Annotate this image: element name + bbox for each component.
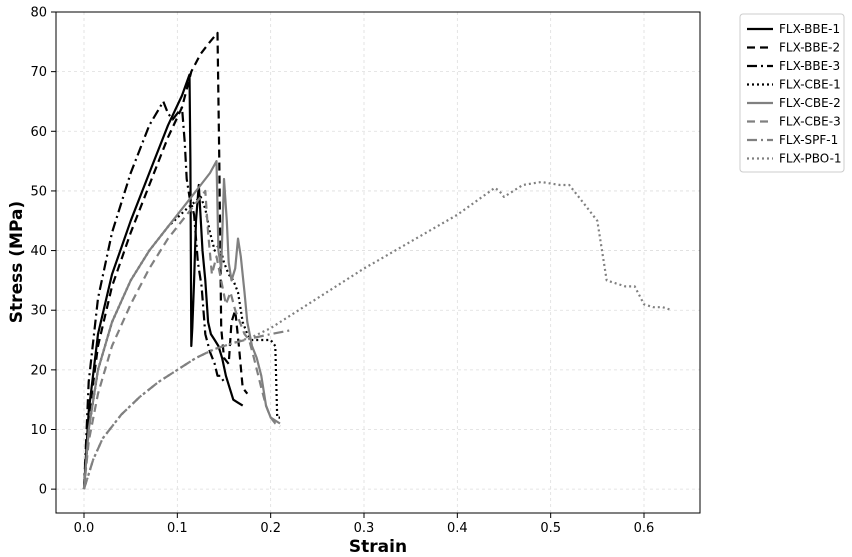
- y-tick-label: 30: [30, 304, 47, 319]
- y-axis-label: Stress (MPa): [7, 201, 27, 323]
- x-tick-label: 0.2: [260, 521, 281, 536]
- y-tick-label: 50: [30, 184, 47, 199]
- series-line-flx-cbe-3: [82, 189, 281, 490]
- y-tick-label: 40: [30, 244, 47, 259]
- legend-frame: [739, 13, 845, 173]
- x-tick-label: 0.0: [74, 521, 95, 536]
- legend-label-flx-bbe-1: FLX-BBE-1: [779, 22, 840, 36]
- series-layer: [82, 31, 673, 490]
- legend: FLX-BBE-1 FLX-BBE-2 FLX-BBE-3 FLX-CBE-1 FLX-…: [739, 13, 845, 173]
- x-tick-label: 0.4: [447, 521, 468, 536]
- series-line-flx-bbe-3: [82, 100, 225, 490]
- series-line-flx-bbe-2: [82, 31, 249, 490]
- legend-label-flx-bbe-2: FLX-BBE-2: [779, 41, 840, 55]
- y-tick-label: 70: [30, 65, 47, 80]
- y-tick-label: 0: [39, 483, 47, 498]
- legend-label-flx-cbe-3: FLX-CBE-3: [779, 115, 841, 129]
- plot-area-frame: [55, 11, 701, 514]
- series-line-flx-bbe-1: [82, 73, 244, 490]
- series-line-flx-cbe-2: [82, 160, 281, 490]
- legend-label-flx-cbe-1: FLX-CBE-1: [779, 78, 841, 92]
- y-tick-label: 60: [30, 125, 47, 140]
- x-tick-label: 0.6: [634, 521, 655, 536]
- legend-label-flx-bbe-3: FLX-BBE-3: [779, 59, 840, 73]
- x-tick-label: 0.1: [167, 521, 188, 536]
- y-tick-label: 10: [30, 423, 47, 438]
- x-tick-label: 0.5: [540, 521, 561, 536]
- legend-label-flx-cbe-2: FLX-CBE-2: [779, 96, 841, 110]
- series-line-flx-spf-1: [82, 329, 290, 490]
- ticks: 0.0 0.1 0.2 0.3 0.4 0.5 0.6 0 10 20 30 40 50 60 70 80: [30, 6, 654, 537]
- legend-label-flx-spf-1: FLX-SPF-1: [779, 133, 838, 147]
- series-line-flx-pbo-1: [82, 180, 673, 490]
- y-tick-label: 80: [30, 6, 47, 21]
- legend-label-flx-pbo-1: FLX-PBO-1: [779, 152, 842, 166]
- y-tick-label: 20: [30, 363, 47, 378]
- x-axis-label: Strain: [349, 537, 407, 557]
- x-tick-label: 0.3: [354, 521, 375, 536]
